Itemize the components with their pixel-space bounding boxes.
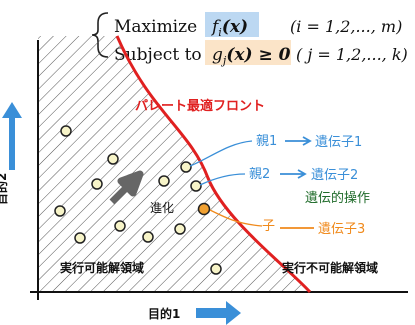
solution-point xyxy=(74,232,86,244)
pareto-front-curve xyxy=(115,35,312,294)
solution-point xyxy=(91,178,103,190)
evolution-arrow-icon xyxy=(109,170,144,205)
parent2-connector xyxy=(199,173,246,186)
parent1-connector xyxy=(189,140,253,167)
subject-to-keyword: Subject to xyxy=(114,45,202,65)
objective1-label: 目的1 xyxy=(148,306,180,321)
genetic-operation-label: 遺伝的操作 xyxy=(305,190,370,206)
pareto-front-label: パレート最適フロント xyxy=(135,98,265,114)
feasible-region-hatch xyxy=(38,36,310,292)
solution-point xyxy=(174,223,186,235)
objective2-arrow-icon xyxy=(2,102,22,170)
fi-func: fi(x) xyxy=(210,17,248,39)
objective2-label: 目的2 xyxy=(0,173,9,205)
i-range: (i = 1,2,..., m) xyxy=(290,17,402,36)
maximize-keyword: Maximize xyxy=(114,17,197,37)
solution-point xyxy=(114,220,126,232)
parent2-point xyxy=(190,180,202,192)
population xyxy=(54,125,222,275)
parent1-label: 親1 xyxy=(256,134,277,149)
solution-point xyxy=(107,153,119,165)
solution-point xyxy=(142,231,154,243)
evolution-label: 進化 xyxy=(150,201,174,215)
child-point xyxy=(197,202,211,216)
child-connector xyxy=(209,209,263,227)
gene2-label: 遺伝子2 xyxy=(311,168,358,183)
gj-constraint: gj(x) ≥ 0 xyxy=(212,45,291,67)
fi-highlight xyxy=(205,12,259,37)
solution-point xyxy=(54,205,66,217)
parent2-arrow-icon xyxy=(280,169,307,179)
equation-box: Maximize fi(x) (i = 1,2,..., m) Subject … xyxy=(91,12,408,67)
objective1-arrow-icon xyxy=(196,301,241,325)
j-range: ( j = 1,2,..., k) xyxy=(296,45,408,64)
solution-point xyxy=(60,125,72,137)
gene3-label: 遺伝子3 xyxy=(318,222,365,237)
gene1-label: 遺伝子1 xyxy=(315,135,362,150)
parent1-point xyxy=(180,161,192,173)
feasible-region-label: 実行可能解領域 xyxy=(60,260,144,275)
parent1-arrow-icon xyxy=(285,136,312,146)
child-label: 子 xyxy=(262,219,275,234)
gj-highlight xyxy=(205,40,291,65)
parent2-label: 親2 xyxy=(249,167,270,182)
solution-point xyxy=(158,175,170,187)
solution-point xyxy=(210,263,222,275)
infeasible-region-label: 実行不可能解領域 xyxy=(282,260,378,275)
